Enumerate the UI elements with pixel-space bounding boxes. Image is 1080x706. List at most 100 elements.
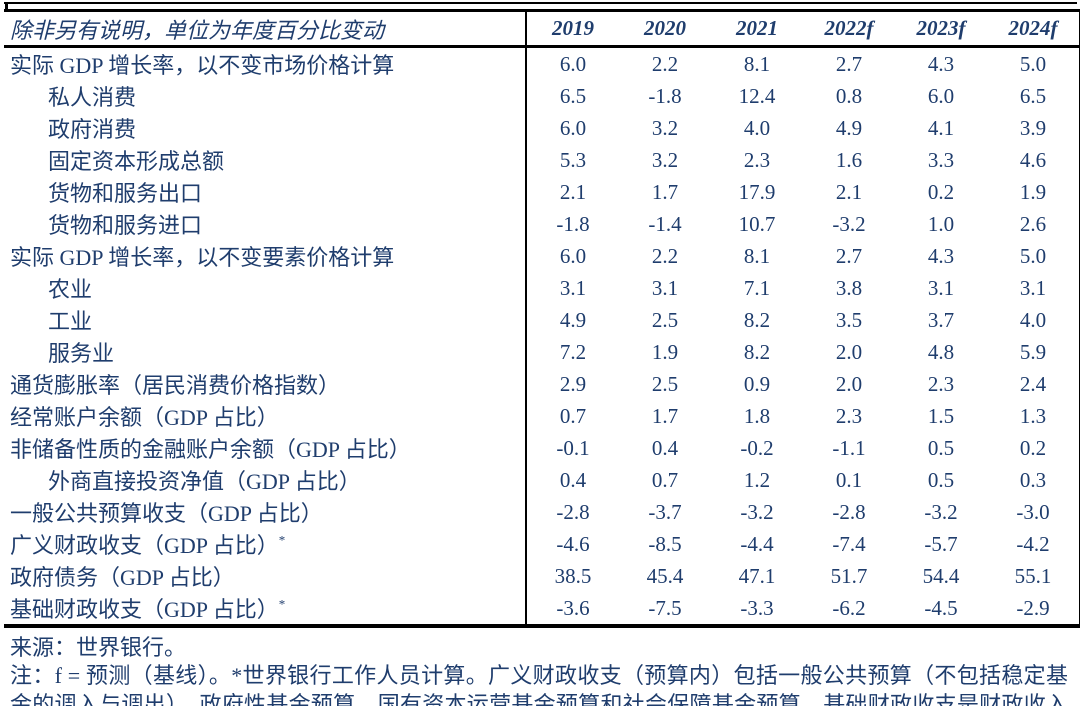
- cell-value: 0.5: [927, 435, 955, 460]
- note-line: 注：f = 预测（基线）。*世界银行工作人员计算。广义财政收支（预算内）包括一般…: [10, 663, 1068, 706]
- cell-value: 6.0: [559, 243, 587, 268]
- cell-value: 2.5: [651, 371, 679, 396]
- table-row: 经常账户余额（GDP 占比） 0.7 1.7 1.8 2.3 1.5 1.3: [4, 400, 1080, 432]
- asterisk-marker: *: [278, 532, 286, 548]
- cell-value: 6.0: [927, 83, 955, 108]
- year-header-2020: 2020: [619, 10, 711, 48]
- cell-value: -3.7: [648, 499, 682, 524]
- table-row: 一般公共预算收支（GDP 占比） -2.8 -3.7 -3.2 -2.8 -3.2 -3.0: [4, 496, 1080, 528]
- cell-value: 4.8: [927, 339, 955, 364]
- row-label: 政府消费: [4, 112, 527, 144]
- cell-value: 2.1: [835, 179, 863, 204]
- cell-value: 0.5: [927, 467, 955, 492]
- table-row: 通货膨胀率（居民消费价格指数） 2.9 2.5 0.9 2.0 2.3 2.4: [4, 368, 1080, 400]
- cell-value: 3.9: [1019, 115, 1047, 140]
- cell-value: 7.2: [559, 339, 587, 364]
- cell-value: 3.7: [927, 307, 955, 332]
- cell-value: 2.7: [835, 51, 863, 76]
- cell-value: 8.2: [743, 339, 771, 364]
- table-caption: 除非另有说明，单位为年度百分比变动: [4, 10, 527, 48]
- cell-value: 1.2: [743, 467, 771, 492]
- table-row: 外商直接投资净值（GDP 占比） 0.4 0.7 1.2 0.1 0.5 0.3: [4, 464, 1080, 496]
- cell-value: 4.1: [927, 115, 955, 140]
- cell-value: 3.1: [651, 275, 679, 300]
- year-header-2019: 2019: [526, 10, 619, 48]
- cell-value: 6.5: [559, 83, 587, 108]
- source-line: 来源：世界银行。: [10, 635, 187, 660]
- cell-value: 1.7: [651, 179, 679, 204]
- table-body: 实际 GDP 增长率，以不变市场价格计算 6.0 2.2 8.1 2.7 4.3 5.0 私人…: [4, 46, 1080, 626]
- cell-value: 3.1: [1019, 275, 1047, 300]
- cell-value: 0.7: [651, 467, 679, 492]
- cell-value: -4.2: [1016, 531, 1050, 556]
- cell-value: 3.2: [651, 115, 679, 140]
- cell-value: -3.3: [740, 595, 774, 620]
- row-label: 经常账户余额（GDP 占比）: [4, 400, 527, 432]
- cell-value: 3.3: [927, 147, 955, 172]
- cell-value: 2.3: [927, 371, 955, 396]
- cell-value: -1.8: [648, 83, 682, 108]
- table-row: 货物和服务进口 -1.8 -1.4 10.7 -3.2 1.0 2.6: [4, 208, 1080, 240]
- table-row: 私人消费 6.5 -1.8 12.4 0.8 6.0 6.5: [4, 80, 1080, 112]
- cell-value: 4.9: [559, 307, 587, 332]
- cell-value: -3.0: [1016, 499, 1050, 524]
- row-label: 一般公共预算收支（GDP 占比）: [4, 496, 527, 528]
- cell-value: -6.2: [832, 595, 866, 620]
- data-table: 除非另有说明，单位为年度百分比变动 2019 2020 2021 2022f 2…: [4, 9, 1080, 628]
- cell-value: 3.5: [835, 307, 863, 332]
- cell-value: -2.8: [832, 499, 866, 524]
- cell-value: 2.0: [835, 371, 863, 396]
- cell-value: 3.1: [559, 275, 587, 300]
- cell-value: -0.2: [740, 435, 774, 460]
- cell-value: 2.2: [651, 243, 679, 268]
- cell-value: -4.6: [556, 531, 590, 556]
- cell-value: 2.5: [651, 307, 679, 332]
- cell-value: 6.5: [1019, 83, 1047, 108]
- cell-value: -3.2: [740, 499, 774, 524]
- cell-value: 1.0: [927, 211, 955, 236]
- cell-value: 2.6: [1019, 211, 1047, 236]
- row-label: 基础财政收支（GDP 占比）*: [4, 592, 527, 626]
- cell-value: -1.4: [648, 211, 682, 236]
- row-label: 实际 GDP 增长率，以不变要素价格计算: [4, 240, 527, 272]
- cell-value: -2.8: [556, 499, 590, 524]
- cell-value: -3.2: [832, 211, 866, 236]
- cell-value: 5.3: [559, 147, 587, 172]
- row-label: 非储备性质的金融账户余额（GDP 占比）: [4, 432, 527, 464]
- asterisk-marker: *: [278, 596, 286, 612]
- table-row: 非储备性质的金融账户余额（GDP 占比） -0.1 0.4 -0.2 -1.1 0.5 0.…: [4, 432, 1080, 464]
- year-header-2024f: 2024f: [987, 10, 1080, 48]
- cell-value: 8.1: [743, 243, 771, 268]
- cell-value: -5.7: [924, 531, 958, 556]
- table-row: 实际 GDP 增长率，以不变要素价格计算 6.0 2.2 8.1 2.7 4.3 5.0: [4, 240, 1080, 272]
- row-label: 外商直接投资净值（GDP 占比）: [4, 464, 527, 496]
- cell-value: 4.0: [1019, 307, 1047, 332]
- cell-value: 1.8: [743, 403, 771, 428]
- cell-value: 3.1: [927, 275, 955, 300]
- cell-value: 0.4: [651, 435, 679, 460]
- cell-value: 5.9: [1019, 339, 1047, 364]
- cell-value: 12.4: [738, 83, 776, 108]
- row-label: 工业: [4, 304, 527, 336]
- cell-value: 38.5: [554, 563, 592, 588]
- cell-value: -1.8: [556, 211, 590, 236]
- cell-value: 1.9: [1019, 179, 1047, 204]
- cell-value: 4.3: [927, 51, 955, 76]
- cell-value: 2.1: [559, 179, 587, 204]
- cell-value: 0.9: [743, 371, 771, 396]
- table-row: 基础财政收支（GDP 占比）* -3.6 -7.5 -3.3 -6.2 -4.5 -2.9: [4, 592, 1080, 626]
- cell-value: 3.2: [651, 147, 679, 172]
- row-label: 货物和服务出口: [4, 176, 527, 208]
- cell-value: -7.4: [832, 531, 866, 556]
- cell-value: 4.3: [927, 243, 955, 268]
- cell-value: 4.6: [1019, 147, 1047, 172]
- economic-indicators-table: 除非另有说明，单位为年度百分比变动 2019 2020 2021 2022f 2…: [4, 2, 1080, 628]
- row-label: 广义财政收支（GDP 占比）*: [4, 528, 527, 560]
- cell-value: 3.8: [835, 275, 863, 300]
- cell-value: 7.1: [743, 275, 771, 300]
- table-row: 政府消费 6.0 3.2 4.0 4.9 4.1 3.9: [4, 112, 1080, 144]
- row-label: 政府债务（GDP 占比）: [4, 560, 527, 592]
- cell-value: 0.2: [1019, 435, 1047, 460]
- cell-value: 4.9: [835, 115, 863, 140]
